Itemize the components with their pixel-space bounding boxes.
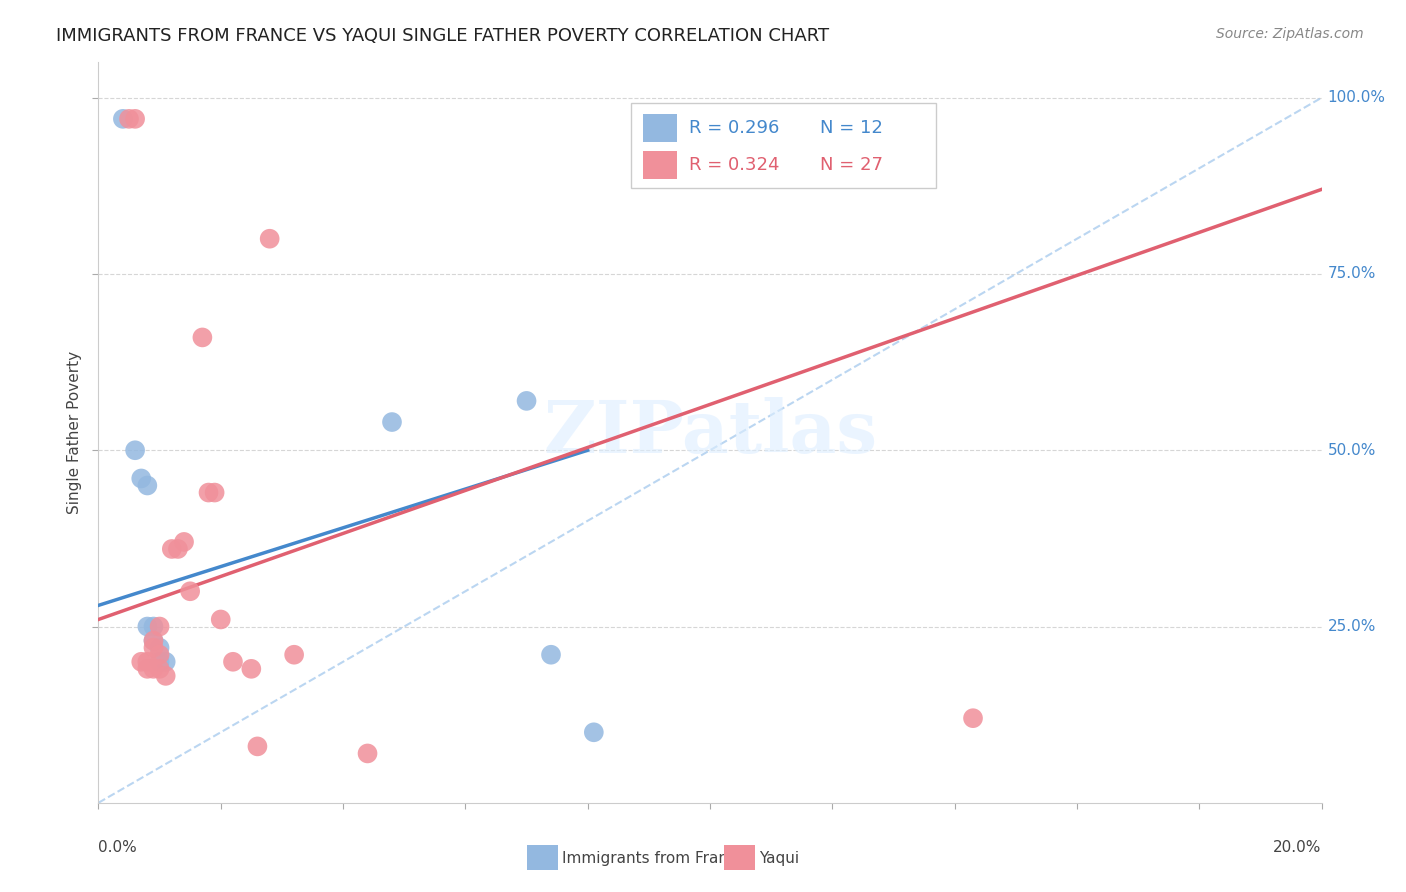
Point — [222, 655, 245, 669]
Point — [136, 655, 159, 669]
Point — [142, 633, 165, 648]
Point — [149, 619, 172, 633]
Point — [142, 633, 165, 648]
Text: 75.0%: 75.0% — [1327, 267, 1376, 282]
Text: 100.0%: 100.0% — [1327, 90, 1386, 105]
Point — [259, 232, 281, 246]
Text: ZIPatlas: ZIPatlas — [543, 397, 877, 468]
Point — [142, 662, 165, 676]
Point — [149, 655, 172, 669]
Text: R = 0.324: R = 0.324 — [689, 155, 780, 174]
Text: N = 27: N = 27 — [820, 155, 883, 174]
Point — [179, 584, 201, 599]
Point — [246, 739, 269, 754]
Point — [136, 619, 159, 633]
Point — [149, 648, 172, 662]
Text: R = 0.296: R = 0.296 — [689, 119, 779, 136]
Point — [191, 330, 214, 344]
Point — [356, 747, 378, 761]
Point — [124, 112, 146, 126]
FancyBboxPatch shape — [643, 151, 678, 178]
Text: Yaqui: Yaqui — [759, 851, 800, 865]
Point — [149, 662, 172, 676]
Text: N = 12: N = 12 — [820, 119, 883, 136]
Point — [136, 662, 159, 676]
Point — [160, 541, 183, 556]
Point — [149, 640, 172, 655]
Text: Source: ZipAtlas.com: Source: ZipAtlas.com — [1216, 27, 1364, 41]
Y-axis label: Single Father Poverty: Single Father Poverty — [66, 351, 82, 514]
Point — [142, 619, 165, 633]
Text: 20.0%: 20.0% — [1274, 840, 1322, 855]
Point — [197, 485, 219, 500]
FancyBboxPatch shape — [630, 103, 936, 188]
Point — [204, 485, 226, 500]
Point — [124, 443, 146, 458]
Point — [155, 655, 177, 669]
Point — [283, 648, 305, 662]
Point — [516, 393, 538, 408]
Point — [173, 535, 195, 549]
Text: Immigrants from France: Immigrants from France — [562, 851, 747, 865]
Text: 0.0%: 0.0% — [98, 840, 138, 855]
Point — [962, 711, 984, 725]
Point — [111, 112, 134, 126]
Point — [136, 478, 159, 492]
Point — [582, 725, 605, 739]
Text: 25.0%: 25.0% — [1327, 619, 1376, 634]
Point — [381, 415, 404, 429]
FancyBboxPatch shape — [643, 113, 678, 142]
Point — [129, 655, 152, 669]
Point — [240, 662, 263, 676]
Point — [209, 612, 232, 626]
Point — [167, 541, 190, 556]
Text: 50.0%: 50.0% — [1327, 442, 1376, 458]
Point — [142, 640, 165, 655]
Point — [155, 669, 177, 683]
Point — [118, 112, 141, 126]
Point — [129, 471, 152, 485]
Point — [540, 648, 562, 662]
Text: IMMIGRANTS FROM FRANCE VS YAQUI SINGLE FATHER POVERTY CORRELATION CHART: IMMIGRANTS FROM FRANCE VS YAQUI SINGLE F… — [56, 27, 830, 45]
